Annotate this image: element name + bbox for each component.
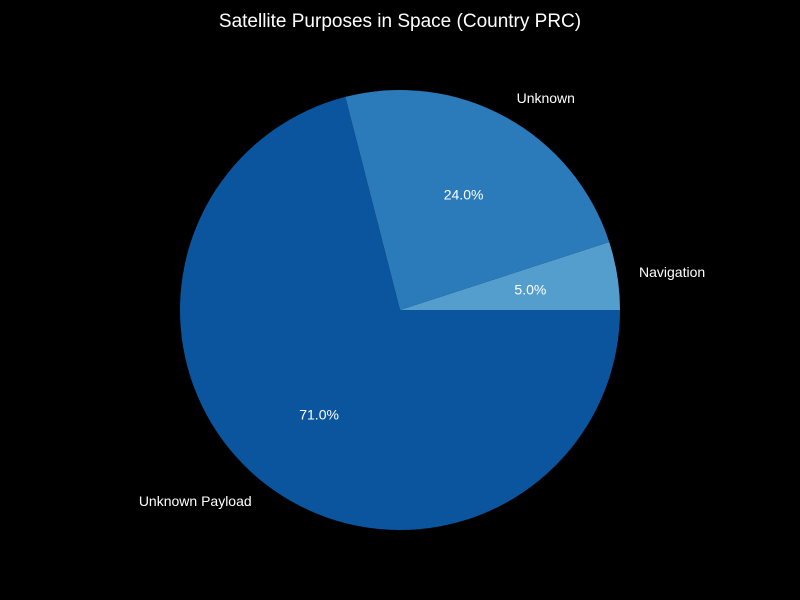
chart-title: Satellite Purposes in Space (Country PRC… bbox=[218, 11, 582, 32]
pie-category-label-unknown: Unknown bbox=[517, 90, 575, 106]
pie-category-label-navigation: Navigation bbox=[639, 264, 705, 280]
pie-slice-unknown-payload bbox=[180, 96, 621, 531]
pie-slices bbox=[180, 90, 621, 531]
pie-value-label-unknown: 24.0% bbox=[444, 186, 484, 202]
pie-slice-navigation bbox=[400, 242, 620, 310]
pie-value-label-navigation: 5.0% bbox=[514, 281, 546, 297]
pie-category-label-unknown-payload: Unknown Payload bbox=[139, 493, 252, 509]
pie-slice-unknown bbox=[345, 90, 610, 310]
pie-labels: 5.0% Navigation 24.0% Unknown 71.0% Unknown P… bbox=[139, 90, 705, 509]
pie-value-label-unknown-payload: 71.0% bbox=[299, 406, 339, 422]
